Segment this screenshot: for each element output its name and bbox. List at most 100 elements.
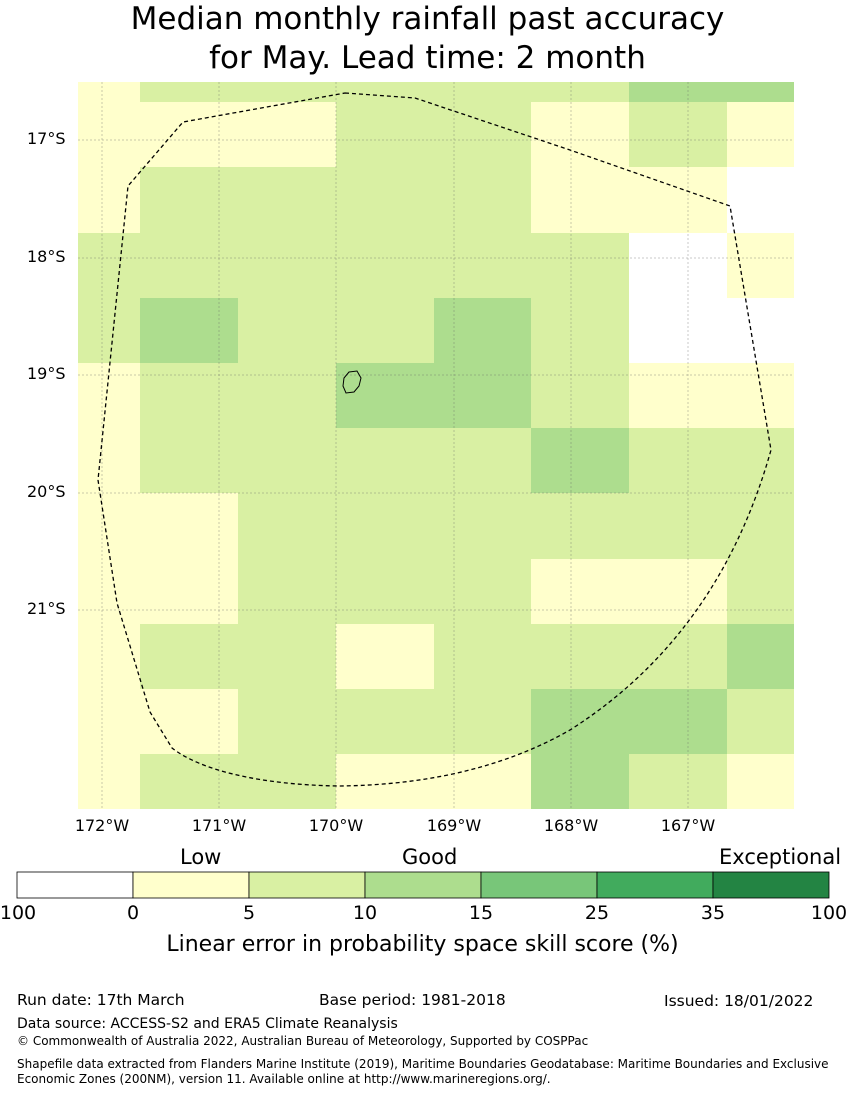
lon-label-170w: 170°W bbox=[308, 816, 364, 835]
grid-cell bbox=[336, 363, 434, 428]
grid-cell bbox=[336, 493, 434, 559]
grid-cell bbox=[531, 624, 629, 689]
grid-cell bbox=[434, 298, 531, 363]
colorbar-swatch bbox=[712, 871, 830, 899]
grid-cell bbox=[727, 298, 794, 363]
grid-cell bbox=[629, 233, 727, 298]
colorbar-swatch bbox=[16, 871, 134, 899]
grid-cell bbox=[727, 624, 794, 689]
grid-cell bbox=[140, 624, 238, 689]
grid-cell bbox=[434, 102, 531, 167]
map-title: Median monthly rainfall past accuracy fo… bbox=[0, 0, 855, 78]
grid-cell bbox=[336, 689, 434, 754]
base-period: Base period: 1981-2018 bbox=[319, 991, 506, 1009]
grid-cell bbox=[336, 559, 434, 624]
grid-cell bbox=[78, 689, 140, 754]
grid-cell bbox=[629, 493, 727, 559]
grid-cell bbox=[434, 167, 531, 233]
colorbar bbox=[16, 871, 830, 899]
colorbar-swatch bbox=[364, 871, 482, 899]
grid-cell bbox=[434, 428, 531, 493]
grid-cell bbox=[434, 689, 531, 754]
category-exceptional: Exceptional bbox=[719, 845, 842, 869]
grid-cell bbox=[727, 102, 794, 167]
grid-cell bbox=[78, 493, 140, 559]
grid-cell bbox=[434, 624, 531, 689]
grid-cell bbox=[531, 559, 629, 624]
run-date: Run date: 17th March bbox=[17, 991, 185, 1009]
colorbar-label: Linear error in probability space skill … bbox=[166, 932, 679, 957]
grid-cell bbox=[336, 167, 434, 233]
grid-cell bbox=[531, 493, 629, 559]
grid-cell bbox=[531, 167, 629, 233]
title-line-2: for May. Lead time: 2 month bbox=[209, 40, 646, 76]
colorbar-swatch bbox=[480, 871, 598, 899]
grid-cell bbox=[629, 559, 727, 624]
grid-cell bbox=[140, 102, 238, 167]
shapefile-credit-line-2: Economic Zones (200NM), version 11. Avai… bbox=[17, 1072, 551, 1086]
grid-cell bbox=[531, 82, 629, 102]
grid-cell bbox=[238, 298, 336, 363]
data-source: Data source: ACCESS-S2 and ERA5 Climate … bbox=[17, 1016, 398, 1032]
grid-cell bbox=[531, 428, 629, 493]
grid-cell bbox=[78, 102, 140, 167]
grid-cell bbox=[336, 428, 434, 493]
grid-cell bbox=[629, 298, 727, 363]
grid-cell bbox=[140, 82, 238, 102]
grid-cell bbox=[336, 624, 434, 689]
grid-cell bbox=[727, 559, 794, 624]
grid-cell bbox=[78, 233, 140, 298]
grid-cell bbox=[727, 233, 794, 298]
issued-date: Issued: 18/01/2022 bbox=[664, 992, 814, 1010]
grid-cell bbox=[336, 298, 434, 363]
grid-cell bbox=[238, 624, 336, 689]
colorbar-swatch bbox=[248, 871, 366, 899]
grid-cell bbox=[434, 493, 531, 559]
grid-cell bbox=[434, 363, 531, 428]
title-line-1: Median monthly rainfall past accuracy bbox=[130, 1, 725, 37]
grid-cell bbox=[238, 363, 336, 428]
grid-cell bbox=[336, 82, 434, 102]
grid-cell bbox=[140, 298, 238, 363]
grid-cell bbox=[629, 102, 727, 167]
grid-cell bbox=[336, 102, 434, 167]
grid-cell bbox=[629, 82, 727, 102]
grid-cell bbox=[238, 233, 336, 298]
lat-label-21s: 21°S bbox=[27, 599, 66, 618]
colorbar-tick: 15 bbox=[468, 902, 494, 924]
colorbar-tick: 10 bbox=[352, 902, 378, 924]
copyright: © Commonwealth of Australia 2022, Austra… bbox=[17, 1034, 589, 1048]
grid-cell bbox=[78, 298, 140, 363]
grid-cell bbox=[629, 754, 727, 809]
lat-label-18s: 18°S bbox=[27, 247, 66, 266]
grid-cell bbox=[531, 689, 629, 754]
shapefile-credit-line-1: Shapefile data extracted from Flanders M… bbox=[17, 1057, 829, 1071]
grid-cell bbox=[238, 493, 336, 559]
colorbar-tick: 100 bbox=[0, 902, 37, 924]
grid-cell bbox=[140, 689, 238, 754]
grid-cell bbox=[140, 754, 238, 809]
colorbar-swatch bbox=[596, 871, 714, 899]
grid-cell bbox=[434, 233, 531, 298]
category-good: Good bbox=[402, 845, 458, 869]
grid-cell bbox=[78, 624, 140, 689]
grid-cell bbox=[140, 559, 238, 624]
grid-cell bbox=[727, 167, 794, 233]
skill-score-grid bbox=[78, 82, 794, 809]
lon-label-171w: 171°W bbox=[191, 816, 247, 835]
category-low: Low bbox=[180, 845, 222, 869]
grid-cell bbox=[629, 363, 727, 428]
grid-cell bbox=[140, 363, 238, 428]
grid-cell bbox=[78, 754, 140, 809]
niue-island-outline bbox=[342, 370, 362, 394]
lat-label-17s: 17°S bbox=[27, 129, 66, 148]
colorbar-tick: 100 bbox=[810, 902, 848, 924]
grid-cell bbox=[238, 689, 336, 754]
grid-cell bbox=[238, 754, 336, 809]
lat-label-19s: 19°S bbox=[27, 364, 66, 383]
grid-cell bbox=[531, 754, 629, 809]
grid-cell bbox=[78, 559, 140, 624]
lon-label-168w: 168°W bbox=[543, 816, 599, 835]
grid-cell bbox=[434, 559, 531, 624]
grid-cell bbox=[140, 167, 238, 233]
